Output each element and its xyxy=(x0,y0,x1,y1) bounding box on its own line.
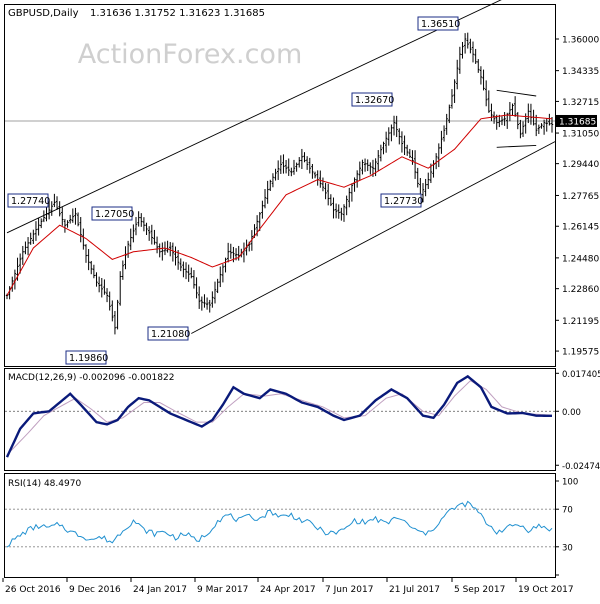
price-annotation: 1.36510 xyxy=(417,16,460,31)
channel-upper-line xyxy=(6,0,502,234)
x-tick-label: 19 Oct 2017 xyxy=(518,585,574,595)
price-annotation-box xyxy=(147,326,189,341)
x-tick-label: 26 Oct 2016 xyxy=(5,585,61,595)
range-upper-line xyxy=(496,89,537,97)
macd-signal-line xyxy=(6,380,553,456)
price-y-tick-label: 1.27765 xyxy=(562,192,599,202)
price-annotation-text: 1.27730 xyxy=(384,196,423,207)
price-annotation: 1.32670 xyxy=(351,92,394,107)
price-annotation-text: 1.36510 xyxy=(421,19,460,30)
x-tick-label: 7 Jun 2017 xyxy=(325,585,373,595)
price-annotation-text: 1.32670 xyxy=(355,95,394,106)
price-annotation-text: 1.21080 xyxy=(151,329,190,340)
x-tick-label: 24 Apr 2017 xyxy=(260,585,316,595)
macd-y-tick-label: -0.024742 xyxy=(562,462,600,472)
macd-label: MACD(12,26,9) -0.002096 -0.001822 xyxy=(8,373,174,383)
price-annotation-box xyxy=(351,92,393,107)
price-y-tick-label: 1.26145 xyxy=(562,223,599,233)
channel-lower-line xyxy=(191,141,556,334)
price-y-tick-label: 1.29440 xyxy=(562,160,599,170)
current-price-label-bg xyxy=(555,114,597,127)
price-y-tick-label: 1.24480 xyxy=(562,254,599,264)
price-y-tick-label: 1.36000 xyxy=(562,36,599,46)
price-y-axis: 1.36000 1.34335 1.32715 1.31050 1.29440 1.277… xyxy=(555,36,599,358)
rsi-y-tick-label: 100 xyxy=(562,478,578,488)
current-price-label: 1.31685 xyxy=(555,114,597,127)
macd-line xyxy=(5,374,553,458)
rsi-y-tick-label: 70 xyxy=(562,506,573,516)
price-annotation: 1.21080 xyxy=(147,326,190,341)
x-tick-label: 24 Jan 2017 xyxy=(133,585,187,595)
price-annotation: 1.19860 xyxy=(65,350,108,365)
x-axis: 26 Oct 2016 9 Dec 2016 24 Jan 2017 9 Mar 20… xyxy=(2,578,574,595)
price-panel xyxy=(4,4,556,367)
rsi-y-tick-label: 30 xyxy=(562,543,573,553)
price-y-tick-label: 1.31050 xyxy=(562,130,599,140)
price-annotation: 1.27730 xyxy=(380,193,423,208)
price-y-tick-label: 1.34335 xyxy=(562,67,599,77)
rsi-panel xyxy=(4,473,556,578)
price-annotation-box xyxy=(7,193,49,208)
current-price-label-text: 1.31685 xyxy=(559,117,596,127)
macd-panel xyxy=(4,368,556,471)
x-tick-label: 21 Jul 2017 xyxy=(389,585,440,595)
macd-y-tick-label: 0.017405 xyxy=(562,370,600,380)
x-tick-label: 5 Sep 2017 xyxy=(454,585,505,595)
price-annotation-text: 1.27740 xyxy=(11,196,50,207)
rsi-plot xyxy=(5,500,555,548)
price-annotation-box xyxy=(417,16,459,31)
header-symbol: GBPUSD,Daily xyxy=(8,8,79,19)
price-y-tick-label: 1.21195 xyxy=(562,317,599,327)
header-ohlc: 1.31636 1.31752 1.31623 1.31685 xyxy=(90,8,265,19)
price-annotation-text: 1.19860 xyxy=(69,353,108,364)
range-lower-line xyxy=(496,144,537,148)
price-annotation: 1.27050 xyxy=(91,206,134,221)
x-tick-label: 9 Mar 2017 xyxy=(197,585,248,595)
moving-average-line xyxy=(6,114,553,296)
price-plot: 1.31685 xyxy=(5,0,597,335)
price-annotations: 1.27740 1.19860 1.27050 1.21080 1.32670 1.277… xyxy=(7,16,460,365)
price-annotation-box xyxy=(65,350,107,365)
macd-y-tick-label: 0.00 xyxy=(562,408,581,418)
price-annotation: 1.27740 xyxy=(7,193,50,208)
rsi-y-axis: 100 70 30 xyxy=(555,478,578,576)
price-annotation-box xyxy=(380,193,422,208)
rsi-line xyxy=(6,500,553,548)
watermark: ActionForex.com xyxy=(78,39,303,70)
price-annotation-box xyxy=(91,206,133,221)
macd-y-axis: 0.017405 0.00 -0.024742 xyxy=(555,370,600,472)
x-tick-label: 9 Dec 2016 xyxy=(69,585,121,595)
macd-plot xyxy=(5,374,555,458)
price-annotation-text: 1.27050 xyxy=(95,209,134,220)
price-y-tick-label: 1.19575 xyxy=(562,348,599,358)
rsi-label: RSI(14) 48.4970 xyxy=(8,479,81,489)
price-y-tick-label: 1.22860 xyxy=(562,285,599,295)
price-y-tick-label: 1.32715 xyxy=(562,98,599,108)
